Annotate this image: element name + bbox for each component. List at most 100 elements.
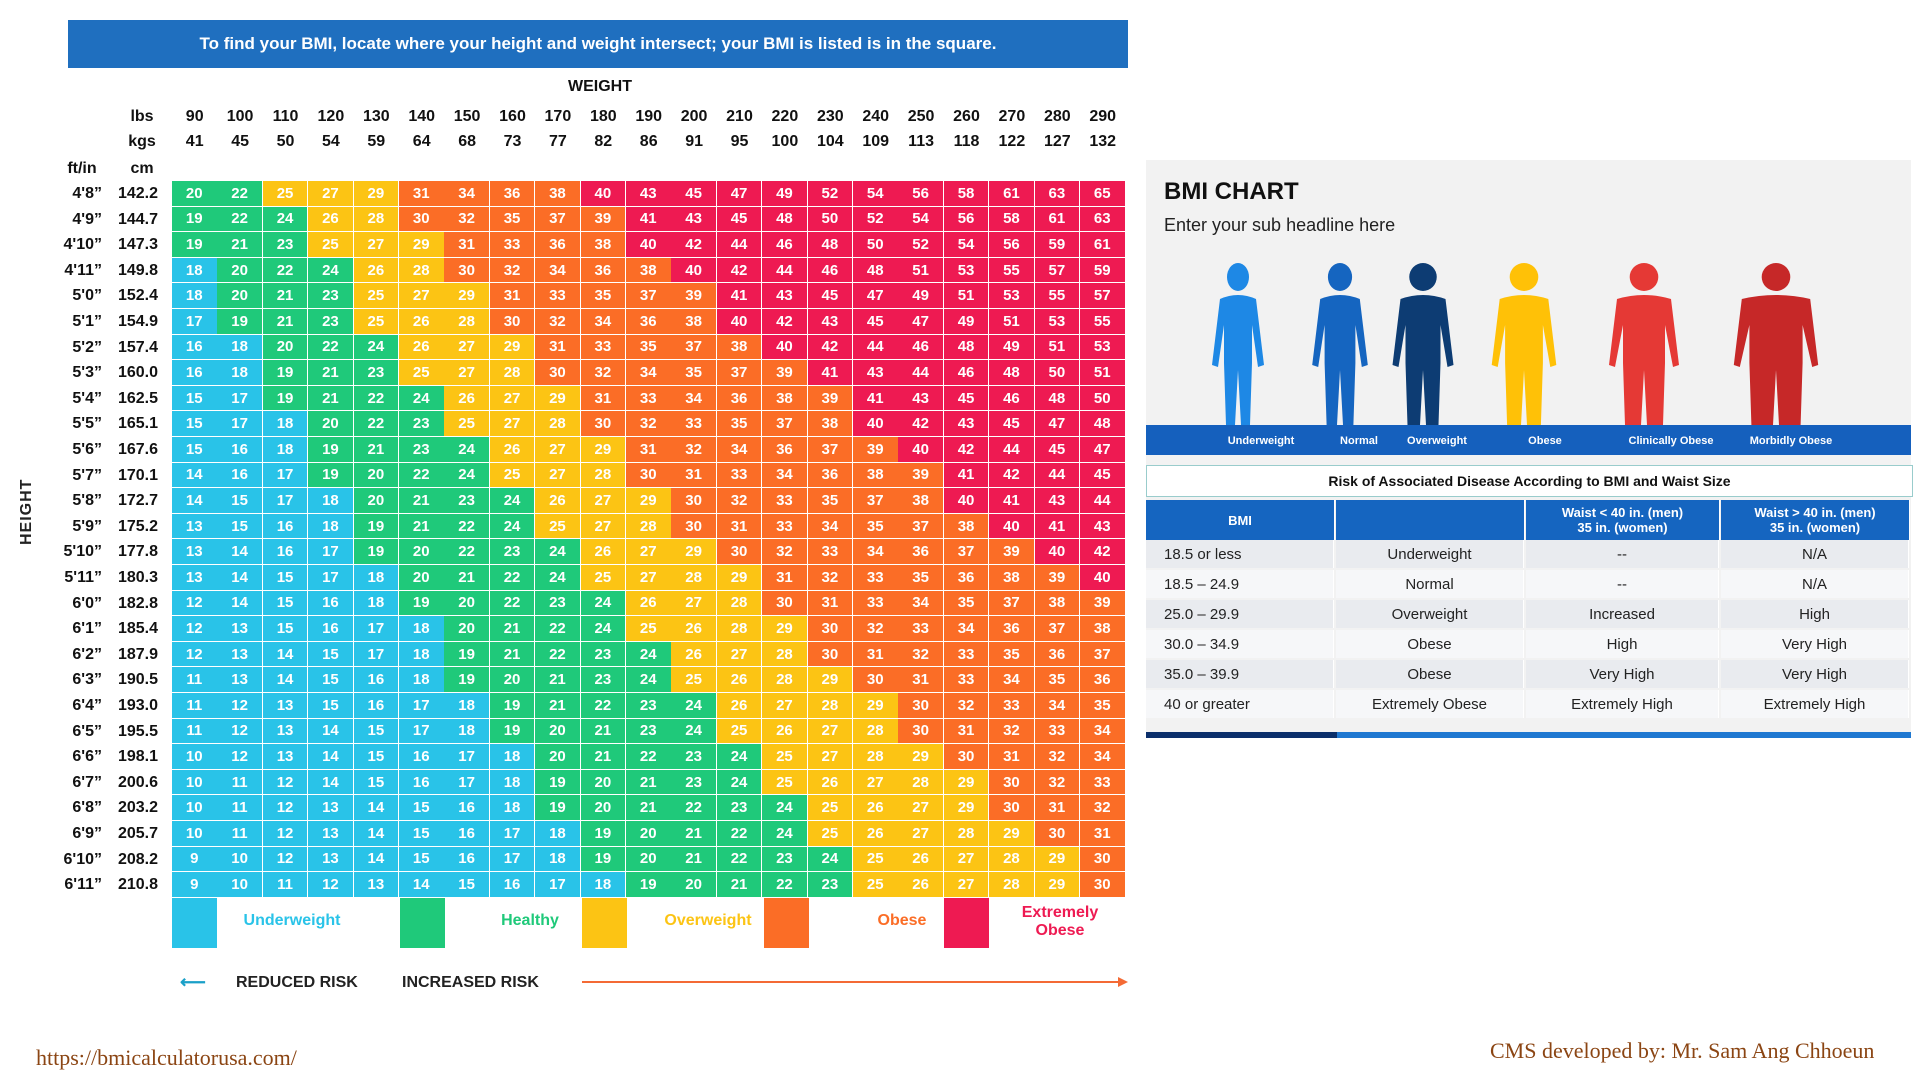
height-ftin-tick: 5'4” [72, 389, 102, 407]
bmi-cell: 16 [353, 693, 399, 718]
bmi-cell: 37 [807, 437, 853, 462]
bmi-cell: 15 [262, 590, 308, 616]
bmi-cell: 25 [807, 821, 853, 846]
kgs-tick: 82 [594, 133, 613, 150]
bmi-cell: 14 [353, 846, 399, 872]
bmi-cell: 24 [671, 718, 716, 744]
bmi-cell: 27 [853, 769, 898, 795]
weight-axis-title: WEIGHT [568, 78, 632, 95]
bmi-cell: 44 [853, 334, 898, 360]
bmi-cell: 33 [762, 513, 807, 539]
height-ftin-tick: 5'0” [72, 287, 102, 305]
bmi-cell: 38 [1034, 590, 1080, 616]
height-cm-tick: 170.1 [117, 466, 158, 484]
bmi-cell: 37 [853, 488, 898, 513]
bmi-cell: 16 [444, 821, 489, 846]
bmi-cell: 63 [1080, 206, 1125, 232]
bmi-cell: 29 [716, 565, 762, 590]
bmi-cell: 32 [580, 360, 626, 385]
bmi-cell: 24 [262, 206, 308, 232]
bmi-cell: 26 [898, 846, 943, 872]
legend-swatch [172, 898, 217, 948]
bmi-cell: 40 [1034, 539, 1080, 564]
bmi-cell: 13 [353, 872, 399, 897]
kgs-tick: 68 [458, 133, 476, 150]
bmi-cell: 21 [399, 513, 444, 539]
figure-label: Normal [1340, 435, 1378, 447]
bmi-cell: 37 [1034, 616, 1080, 641]
bmi-cell: 33 [626, 385, 671, 411]
bmi-cell: 61 [1080, 232, 1125, 257]
bmi-cell: 57 [1080, 283, 1125, 308]
bmi-cell: 17 [308, 565, 353, 590]
kgs-tick: 127 [1043, 133, 1071, 150]
bmi-cell: 29 [898, 744, 943, 769]
bmi-cell: 40 [1080, 565, 1125, 590]
bmi-cell: 9 [172, 846, 217, 872]
bmi-cell: 18 [308, 513, 353, 539]
bmi-cell: 21 [353, 437, 399, 462]
body-figure-icon [1609, 263, 1679, 425]
bmi-cell: 34 [1034, 693, 1080, 718]
risk-table-cell: Very High [1526, 660, 1719, 688]
bmi-cell: 38 [535, 181, 580, 206]
bmi-cell: 42 [716, 257, 762, 283]
bmi-cell: 34 [535, 257, 580, 283]
bmi-cell: 41 [853, 385, 898, 411]
bmi-cell: 20 [217, 257, 262, 283]
cm-label: cm [130, 160, 154, 177]
lbs-tick: 90 [185, 108, 204, 125]
bmi-cell: 24 [716, 769, 762, 795]
bmi-cell: 26 [308, 206, 353, 232]
source-link[interactable]: https://bmicalculatorusa.com/ [36, 1045, 297, 1070]
bmi-cell: 32 [1080, 795, 1125, 820]
bmi-cell: 30 [943, 744, 989, 769]
bmi-cell: 33 [535, 283, 580, 308]
bmi-cell: 18 [399, 641, 444, 667]
bmi-cell: 55 [1034, 283, 1080, 308]
legend-label: Overweight [664, 912, 752, 929]
bmi-cell: 29 [444, 283, 489, 308]
height-cm-tick: 165.1 [117, 415, 158, 433]
bmi-cell: 26 [399, 334, 444, 360]
height-ftin-tick: 4'9” [72, 210, 102, 228]
kgs-tick: 73 [503, 133, 522, 150]
bmi-cell: 30 [898, 718, 943, 744]
bmi-cell: 31 [1080, 821, 1125, 846]
lbs-tick: 250 [907, 108, 935, 125]
risk-table-cell: Overweight [1336, 600, 1524, 628]
bmi-cell: 20 [580, 795, 626, 820]
risk-table-cell: 25.0 – 29.9 [1146, 600, 1334, 628]
bmi-cell: 34 [716, 437, 762, 462]
bmi-cell: 46 [943, 360, 989, 385]
bmi-cell: 52 [898, 232, 943, 257]
bmi-cell: 24 [444, 437, 489, 462]
bmi-cell: 56 [898, 181, 943, 206]
bmi-cell: 29 [489, 334, 535, 360]
bmi-cell: 40 [943, 488, 989, 513]
risk-table-cell: N/A [1721, 570, 1909, 598]
bmi-cell: 43 [898, 385, 943, 411]
bmi-cell: 48 [943, 334, 989, 360]
risk-table-cell: Extremely High [1526, 690, 1719, 718]
bmi-cell: 21 [262, 309, 308, 334]
bmi-cell: 19 [262, 360, 308, 385]
bmi-cell: 17 [217, 385, 262, 411]
bmi-cell: 13 [308, 795, 353, 820]
height-cm-tick: 198.1 [117, 748, 158, 766]
legend-label: Extremely Obese [1021, 904, 1099, 939]
bmi-cell: 38 [626, 257, 671, 283]
bmi-cell: 33 [671, 411, 716, 436]
figure-label: Obese [1528, 435, 1562, 447]
bmi-cell: 44 [762, 257, 807, 283]
bmi-cell: 12 [172, 616, 217, 641]
bmi-cell: 35 [716, 411, 762, 436]
bmi-cell: 19 [626, 872, 671, 897]
bmi-cell: 24 [580, 616, 626, 641]
risk-table-cell: 35.0 – 39.9 [1146, 660, 1334, 688]
bmi-cell: 52 [853, 206, 898, 232]
risk-table-cell: -- [1526, 570, 1719, 598]
bmi-cell: 14 [262, 641, 308, 667]
bmi-cell: 28 [716, 590, 762, 616]
bmi-cell: 27 [580, 488, 626, 513]
